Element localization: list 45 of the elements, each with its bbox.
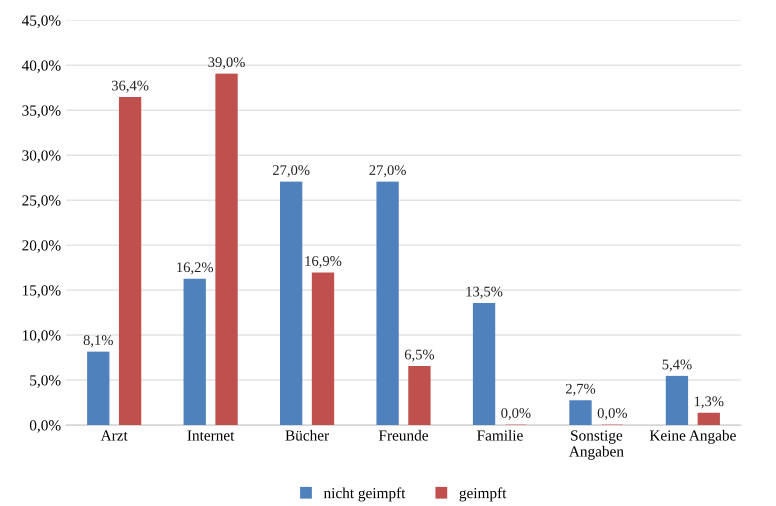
x-tick-label: Keine Angabe [650,430,736,444]
y-tick-label: 25,0% [22,195,61,208]
data-label: 39,0% [208,57,245,70]
y-tick-label: 30,0% [22,150,61,163]
bar [472,303,496,426]
data-label: 16,9% [305,256,342,268]
y-tick-label: 40,0% [22,60,61,73]
bar [87,352,110,426]
bar [376,182,399,426]
data-label: 8,1% [84,335,113,348]
x-tick-label: Freunde [378,430,428,441]
y-tick-label: 45,0% [22,15,61,28]
data-label: 36,4% [112,80,148,93]
data-label: 16,2% [177,262,214,274]
x-tick-label: Internet [187,430,234,441]
data-label: 1,3% [694,396,724,408]
bar [280,182,302,426]
data-label: 0,0% [598,408,628,420]
bar [666,376,688,426]
data-label: 2,7% [566,384,596,396]
data-label: 27,0% [272,165,310,178]
bar [569,400,592,426]
x-tick-label: Sonstige Angaben [568,430,624,460]
data-label: 27,0% [369,165,406,178]
bar [312,272,334,426]
data-label: 13,5% [466,286,502,299]
data-label: 6,5% [404,350,434,362]
x-tick-label: Arzt [100,430,128,441]
y-tick-label: 20,0% [22,240,61,253]
legend-label: nicht geimpft [324,487,406,502]
bar [698,412,720,426]
data-label: 5,4% [662,359,692,372]
bar [408,366,431,426]
bar [215,74,238,426]
y-tick-label: 15,0% [22,285,61,298]
y-tick-label: 5,0% [30,375,61,388]
bar [118,97,142,426]
y-tick-label: 35,0% [22,105,61,118]
x-tick-label: Familie [477,430,523,441]
x-tick-label: Bücher [285,430,329,441]
legend-label: geimpft [460,487,506,502]
bar [184,278,206,426]
y-tick-label: 10,0% [22,330,61,343]
data-label: 0,0% [501,408,531,420]
y-tick-label: 0,0% [30,420,61,433]
